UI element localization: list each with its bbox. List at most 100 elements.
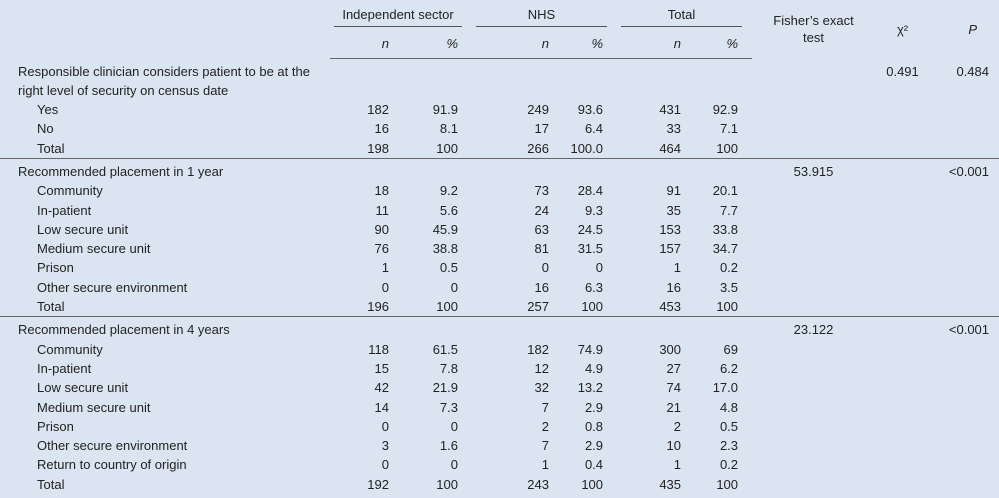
cell-value: 74 bbox=[666, 380, 682, 396]
empty bbox=[875, 436, 930, 455]
cell-value: 35 bbox=[666, 202, 682, 218]
data-row: Total 196 100 257 100 453 100 bbox=[0, 297, 999, 317]
cell-value: 18 bbox=[374, 183, 389, 199]
cell-value: 0 bbox=[450, 279, 458, 295]
empty bbox=[752, 239, 875, 258]
empty bbox=[875, 378, 930, 397]
empty bbox=[752, 340, 875, 359]
cell-value: 5.6 bbox=[439, 202, 458, 218]
cell-value: 1.6 bbox=[439, 438, 458, 454]
cell-value: 192 bbox=[367, 476, 389, 492]
empty bbox=[875, 181, 930, 200]
cell-value: 21.9 bbox=[432, 380, 458, 396]
data-row: Low secure unit 42 21.9 32 13.2 74 17.0 bbox=[0, 378, 999, 397]
cell-value: 2 bbox=[673, 418, 682, 434]
empty bbox=[930, 475, 999, 494]
cell-value: 100 bbox=[581, 299, 604, 315]
row-label: Low secure unit bbox=[37, 221, 129, 237]
row-label: Prison bbox=[37, 418, 74, 434]
empty bbox=[930, 278, 999, 297]
data-row: Prison 0 0 2 0.8 2 0.5 bbox=[0, 417, 999, 436]
empty bbox=[752, 359, 875, 378]
data-row: Community 118 61.5 182 74.9 300 69 bbox=[0, 340, 999, 359]
cell-value: 243 bbox=[527, 476, 549, 492]
empty bbox=[687, 59, 752, 101]
empty bbox=[395, 316, 472, 340]
cell-value: 0 bbox=[450, 418, 458, 434]
p-value: <0.001 bbox=[930, 157, 999, 182]
data-row: Other secure environment 3 1.6 7 2.9 10 2.3 bbox=[0, 436, 999, 455]
p-value: <0.001 bbox=[930, 316, 999, 340]
row-label: Community bbox=[37, 183, 103, 199]
cell-value: 2.3 bbox=[719, 438, 739, 454]
cell-value: 6.2 bbox=[719, 360, 739, 376]
data-row: Community 18 9.2 73 28.4 91 20.1 bbox=[0, 181, 999, 200]
empty bbox=[752, 181, 875, 200]
cell-value: 153 bbox=[659, 221, 682, 237]
cell-value: 33.8 bbox=[712, 221, 739, 237]
cell-value: 16 bbox=[374, 121, 389, 137]
row-label: Medium secure unit bbox=[37, 399, 151, 415]
cell-value: 100 bbox=[716, 476, 739, 492]
cell-value: 0.5 bbox=[439, 260, 458, 276]
empty bbox=[752, 100, 875, 119]
fisher-value bbox=[752, 59, 875, 101]
cell-value: 15 bbox=[374, 360, 389, 376]
p-value: 0.484 bbox=[956, 63, 990, 79]
cell-value: 6.3 bbox=[584, 279, 604, 295]
cell-value: 9.2 bbox=[439, 183, 458, 199]
empty bbox=[472, 157, 555, 182]
cell-value: 7.3 bbox=[439, 399, 458, 415]
cell-value: 3.5 bbox=[719, 279, 739, 295]
cell-value: 16 bbox=[666, 279, 682, 295]
cell-value: 16 bbox=[534, 279, 549, 295]
cell-value: 0 bbox=[381, 457, 389, 473]
cell-value: 464 bbox=[659, 140, 682, 156]
cell-value: 12 bbox=[534, 360, 549, 376]
cell-value: 76 bbox=[374, 241, 389, 257]
cell-value: 1 bbox=[673, 457, 682, 473]
empty bbox=[752, 378, 875, 397]
cell-value: 453 bbox=[659, 299, 682, 315]
cell-value: 4.9 bbox=[584, 360, 604, 376]
group-header: Total bbox=[617, 0, 752, 30]
cell-value: 0.4 bbox=[584, 457, 604, 473]
empty bbox=[875, 297, 930, 317]
cell-value: 17 bbox=[534, 121, 549, 137]
data-row: Medium secure unit 14 7.3 7 2.9 21 4.8 bbox=[0, 398, 999, 417]
empty bbox=[752, 297, 875, 317]
row-label: In-patient bbox=[37, 202, 92, 218]
cell-value: 100 bbox=[436, 476, 458, 492]
cell-value: 100 bbox=[581, 476, 604, 492]
empty bbox=[875, 139, 930, 159]
cell-value: 27 bbox=[666, 360, 682, 376]
cell-value: 4.8 bbox=[719, 399, 739, 415]
empty bbox=[752, 220, 875, 239]
cell-value: 21 bbox=[666, 399, 682, 415]
row-label: Other secure environment bbox=[37, 279, 188, 295]
cell-value: 0 bbox=[541, 260, 549, 276]
cell-value: 157 bbox=[659, 241, 682, 257]
cell-value: 100 bbox=[716, 299, 739, 315]
empty bbox=[930, 119, 999, 138]
empty bbox=[752, 455, 875, 474]
cell-value: 32 bbox=[534, 380, 549, 396]
cell-value: 14 bbox=[374, 399, 389, 415]
empty bbox=[930, 297, 999, 317]
cell-value: 74.9 bbox=[577, 341, 604, 357]
cell-value: 11 bbox=[375, 202, 390, 218]
empty bbox=[472, 316, 555, 340]
empty bbox=[930, 359, 999, 378]
cell-value: 0.5 bbox=[719, 418, 739, 434]
cell-value: 24 bbox=[534, 202, 549, 218]
cell-value: 91 bbox=[666, 183, 682, 199]
cell-value: 198 bbox=[367, 140, 389, 156]
empty bbox=[752, 278, 875, 297]
cell-value: 182 bbox=[367, 102, 389, 118]
label-text: Recommended placement in 1 year bbox=[18, 163, 224, 179]
cell-value: 1 bbox=[673, 260, 682, 276]
empty bbox=[395, 157, 472, 182]
empty bbox=[555, 59, 617, 101]
subheader: n bbox=[472, 30, 555, 59]
